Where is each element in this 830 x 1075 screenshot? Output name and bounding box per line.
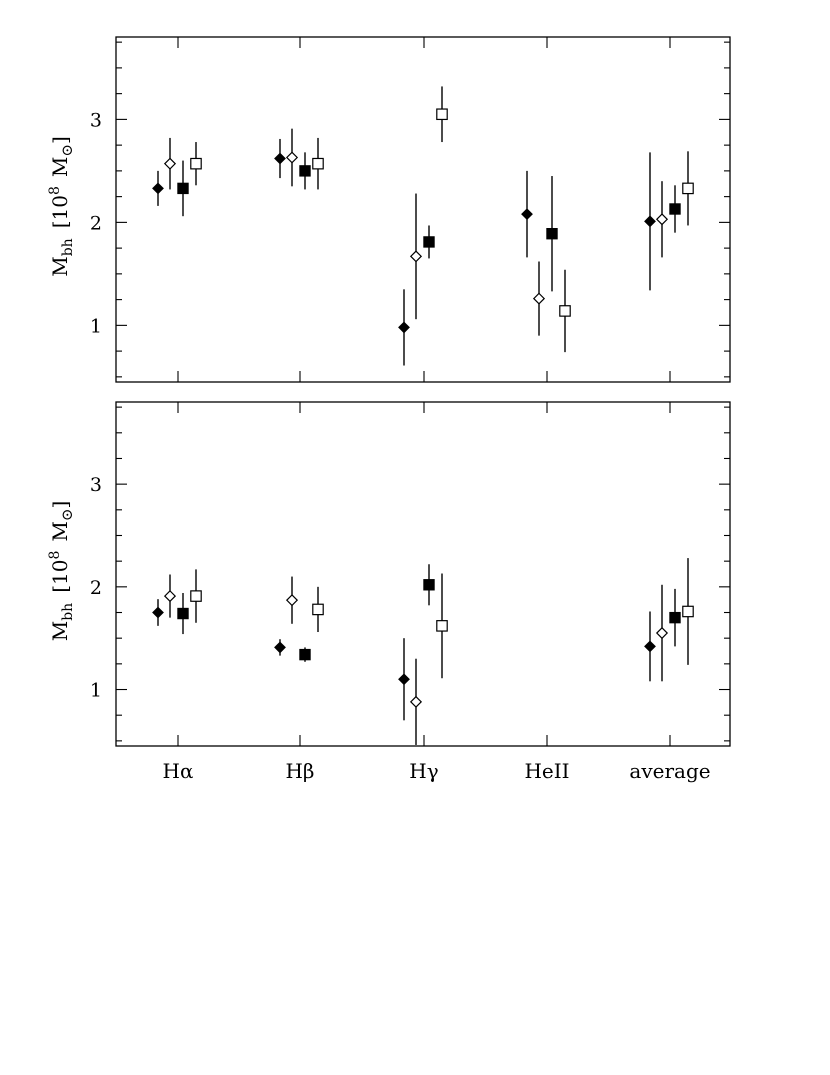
ylabel-power-exp: 8 <box>47 551 63 560</box>
data-point-open-diamond <box>163 157 177 170</box>
category-label: Hγ <box>409 759 438 783</box>
ylabel-sub: bh <box>60 238 76 256</box>
y-axis-label: Mbh[108M⊙] <box>47 136 76 277</box>
category-label: average <box>629 759 710 783</box>
ylabel-bracket-close: ] <box>48 136 72 144</box>
ylabel-unit-sub: ⊙ <box>58 509 76 522</box>
data-point-open-square <box>436 620 448 632</box>
data-point-filled-diamond <box>398 321 410 334</box>
ylabel-main: M <box>48 621 72 641</box>
data-point-open-diamond <box>655 213 669 226</box>
ylabel-bracket-close: ] <box>48 501 72 509</box>
data-point-open-square <box>190 157 202 170</box>
ylabel-bracket-open: [ <box>48 585 72 593</box>
data-point-open-square <box>312 603 324 616</box>
y-tick-label: 2 <box>90 577 102 599</box>
data-point-filled-diamond <box>521 208 533 221</box>
y-tick-label: 3 <box>90 109 102 131</box>
data-point-filled-diamond <box>274 152 286 165</box>
y-tick-label: 2 <box>90 212 102 234</box>
data-point-open-diamond <box>285 594 299 607</box>
ylabel-sub: bh <box>60 603 76 621</box>
y-tick-label: 1 <box>90 315 102 337</box>
ylabel-power-base: 10 <box>48 195 72 220</box>
data-point-filled-diamond <box>152 606 164 619</box>
data-point-filled-diamond <box>644 215 656 228</box>
ylabel-unit-sub: ⊙ <box>58 144 76 157</box>
panel-frame-bottom <box>115 401 731 747</box>
data-point-filled-diamond <box>274 641 286 654</box>
data-point-filled-diamond <box>398 673 410 686</box>
data-point-open-square <box>436 108 448 121</box>
data-point-filled-square <box>299 648 311 661</box>
data-point-open-diamond <box>409 695 423 708</box>
data-point-filled-square <box>177 607 189 620</box>
data-point-open-diamond <box>163 590 177 603</box>
data-point-open-diamond <box>285 151 299 164</box>
ylabel-bracket-open: [ <box>48 220 72 228</box>
ylabel-unit: M <box>48 521 72 541</box>
y-tick-label: 3 <box>90 474 102 496</box>
category-label: Hα <box>163 759 194 783</box>
data-point-open-square <box>190 590 202 602</box>
y-tick-label: 1 <box>90 680 102 702</box>
data-point-open-square <box>559 305 571 317</box>
y-axis-label: Mbh[108M⊙] <box>47 501 76 642</box>
ylabel-power-base: 10 <box>48 560 72 585</box>
data-point-open-square <box>312 157 324 170</box>
data-point-filled-square <box>546 228 558 240</box>
data-point-filled-square <box>669 203 681 215</box>
category-label: HeII <box>524 759 569 783</box>
data-point-filled-diamond <box>644 640 656 653</box>
data-point-filled-square <box>669 611 681 624</box>
data-point-filled-square <box>299 165 311 177</box>
data-point-filled-diamond <box>152 182 164 195</box>
panel-frame-top <box>115 36 731 383</box>
data-point-filled-square <box>423 579 435 591</box>
data-point-open-diamond <box>409 250 423 263</box>
data-point-open-square <box>682 182 694 195</box>
ylabel-power-exp: 8 <box>47 186 63 195</box>
data-point-open-diamond <box>532 292 546 305</box>
data-point-open-square <box>682 605 694 618</box>
data-point-filled-square <box>423 236 435 248</box>
ylabel-unit: M <box>48 157 72 177</box>
ylabel-main: M <box>48 256 72 276</box>
data-point-filled-square <box>177 182 189 195</box>
category-label: Hβ <box>285 759 314 783</box>
data-point-open-diamond <box>655 626 669 640</box>
